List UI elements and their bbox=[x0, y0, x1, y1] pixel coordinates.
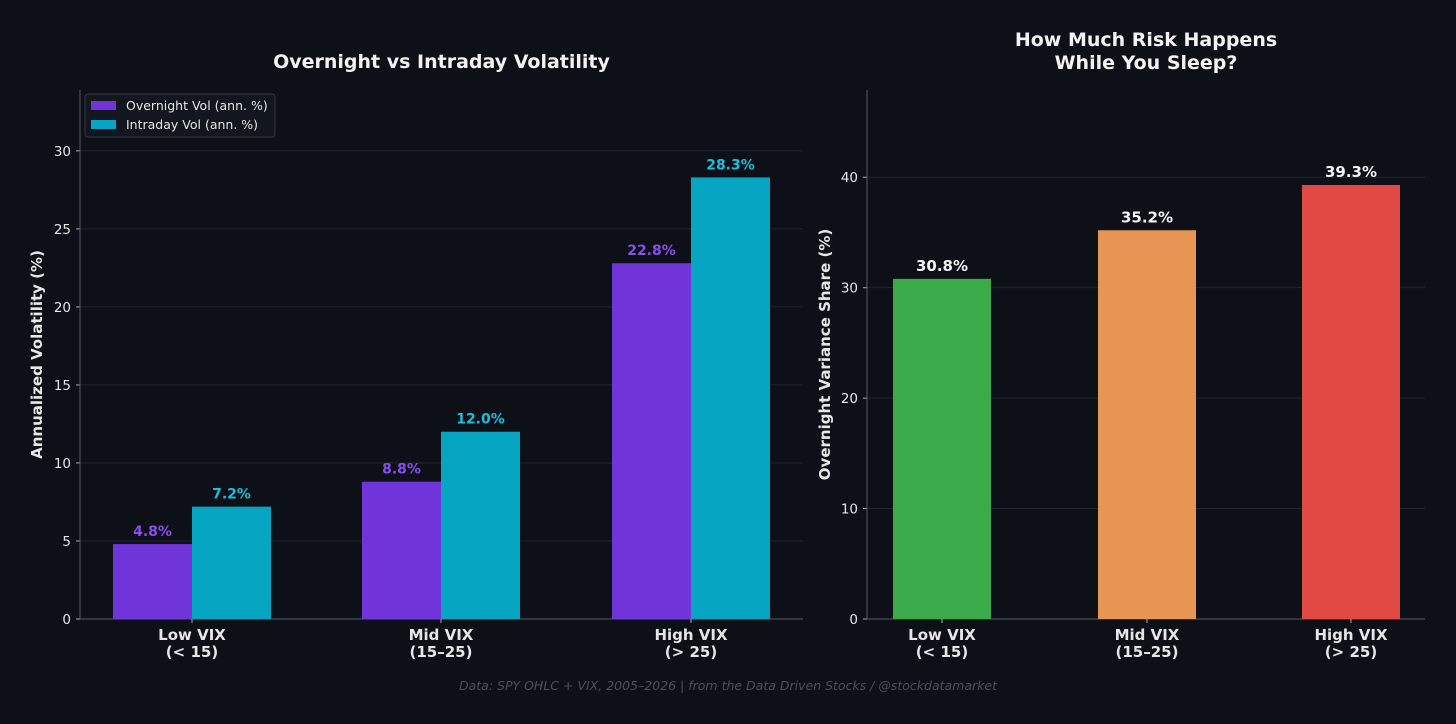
y-tick-label: 5 bbox=[62, 534, 71, 550]
x-tick-label: High VIX (> 25) bbox=[654, 626, 728, 661]
chart-title: How Much Risk Happens While You Sleep? bbox=[1015, 29, 1277, 74]
x-tick-label: Low VIX (< 15) bbox=[158, 626, 226, 661]
data-label: 28.3% bbox=[706, 157, 755, 173]
x-tick-label: Mid VIX (15–25) bbox=[1115, 626, 1180, 661]
bar-overnight bbox=[113, 544, 192, 619]
y-tick-label: 25 bbox=[54, 222, 71, 238]
y-tick-label: 40 bbox=[841, 170, 858, 186]
bar-overnight bbox=[362, 481, 441, 619]
legend-label: Intraday Vol (ann. %) bbox=[126, 117, 258, 132]
y-tick-label: 0 bbox=[62, 612, 71, 628]
bar-overnight bbox=[612, 263, 691, 619]
data-label: 30.8% bbox=[916, 257, 968, 275]
bar bbox=[1302, 184, 1400, 619]
y-tick-label: 0 bbox=[849, 612, 858, 628]
legend-label: Overnight Vol (ann. %) bbox=[126, 98, 268, 113]
data-label: 39.3% bbox=[1325, 163, 1377, 181]
footer-source: Data: SPY OHLC + VIX, 2005–2026 | from t… bbox=[459, 678, 998, 693]
x-tick-label: High VIX (> 25) bbox=[1314, 626, 1388, 661]
legend bbox=[84, 93, 276, 138]
y-tick-label: 30 bbox=[841, 281, 858, 297]
legend-swatch bbox=[91, 101, 116, 110]
y-tick-label: 30 bbox=[54, 144, 71, 160]
chart-title: Overnight vs Intraday Volatility bbox=[273, 51, 610, 73]
y-tick-label: 10 bbox=[54, 456, 71, 472]
y-tick-label: 20 bbox=[54, 300, 71, 316]
legend-swatch bbox=[91, 120, 116, 129]
bar bbox=[893, 278, 991, 619]
x-tick-label: Low VIX (< 15) bbox=[908, 626, 976, 661]
x-tick-label: Mid VIX (15–25) bbox=[409, 626, 474, 661]
y-tick-label: 10 bbox=[841, 502, 858, 518]
y-axis-label: Annualized Volatility (%) bbox=[28, 250, 46, 459]
y-axis-label: Overnight Variance Share (%) bbox=[816, 229, 834, 480]
data-label: 12.0% bbox=[456, 412, 505, 428]
data-label: 22.8% bbox=[627, 243, 676, 259]
y-tick-label: 20 bbox=[841, 391, 858, 407]
bar-intraday bbox=[441, 431, 520, 619]
data-label: 8.8% bbox=[382, 462, 421, 478]
data-label: 4.8% bbox=[133, 524, 172, 540]
data-label: 7.2% bbox=[212, 487, 251, 503]
bar-intraday bbox=[192, 506, 271, 619]
data-label: 35.2% bbox=[1121, 208, 1173, 226]
bar-intraday bbox=[691, 177, 770, 620]
y-tick-label: 15 bbox=[54, 378, 71, 394]
bar bbox=[1098, 230, 1196, 620]
